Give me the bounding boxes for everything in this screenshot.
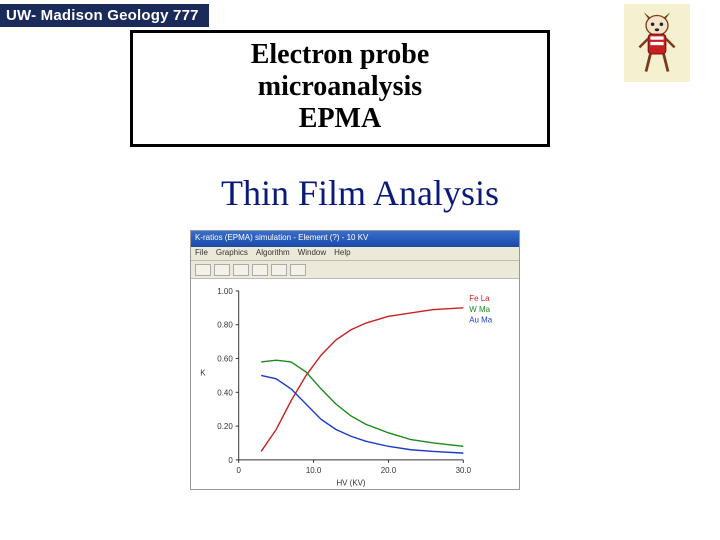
title-line-3: EPMA: [143, 103, 537, 135]
svg-text:0: 0: [228, 456, 233, 465]
svg-text:HV (KV): HV (KV): [336, 479, 365, 488]
slide-title-box: Electron probe microanalysis EPMA: [130, 30, 550, 147]
menu-item: File: [195, 248, 208, 259]
svg-text:0.80: 0.80: [217, 321, 233, 330]
svg-text:W Ma: W Ma: [469, 305, 490, 314]
svg-text:0: 0: [236, 466, 241, 475]
menu-item: Algorithm: [256, 248, 290, 259]
mascot-badge: [624, 4, 690, 82]
toolbar-button: [195, 264, 211, 276]
svg-text:0.60: 0.60: [217, 354, 233, 363]
svg-text:20.0: 20.0: [381, 466, 397, 475]
svg-text:Fe La: Fe La: [469, 294, 490, 303]
svg-text:30.0: 30.0: [456, 466, 472, 475]
window-toolbar: [191, 261, 519, 279]
software-screenshot: K-ratios (EPMA) simulation - Element (?)…: [190, 230, 520, 490]
svg-text:0.40: 0.40: [217, 388, 233, 397]
k-ratio-chart: 0 0.20 0.40 0.60 0.80 1.00 0 10.0 20.0 30.0 HV (KV…: [191, 279, 519, 489]
menu-item: Window: [298, 248, 326, 259]
svg-text:1.00: 1.00: [217, 287, 233, 296]
title-line-2: microanalysis: [143, 71, 537, 103]
svg-text:Au Ma: Au Ma: [469, 316, 493, 325]
bucky-badger-icon: [635, 10, 679, 76]
svg-text:K: K: [200, 368, 206, 377]
course-banner: UW- Madison Geology 777: [0, 4, 209, 27]
window-titlebar: K-ratios (EPMA) simulation - Element (?)…: [191, 231, 519, 247]
window-menubar: File Graphics Algorithm Window Help: [191, 247, 519, 261]
toolbar-button: [290, 264, 306, 276]
title-line-1: Electron probe: [143, 39, 537, 71]
svg-text:0.20: 0.20: [217, 422, 233, 431]
toolbar-button: [214, 264, 230, 276]
menu-item: Graphics: [216, 248, 248, 259]
menu-item: Help: [334, 248, 350, 259]
toolbar-button: [233, 264, 249, 276]
slide-subtitle: Thin Film Analysis: [0, 172, 720, 214]
toolbar-button: [252, 264, 268, 276]
window-title-text: K-ratios (EPMA) simulation - Element (?)…: [195, 233, 368, 242]
svg-text:10.0: 10.0: [306, 466, 322, 475]
course-banner-text: UW- Madison Geology 777: [6, 7, 199, 24]
chart-svg: 0 0.20 0.40 0.60 0.80 1.00 0 10.0 20.0 30.0 HV (KV…: [191, 279, 519, 490]
toolbar-button: [271, 264, 287, 276]
